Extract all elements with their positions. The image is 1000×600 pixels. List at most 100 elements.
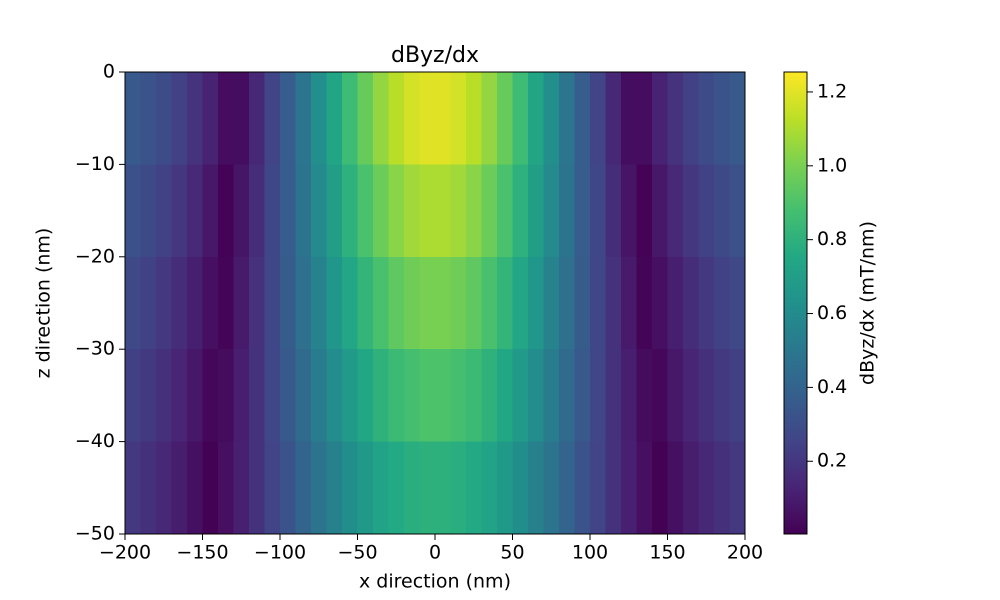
heatmap-cell <box>636 164 653 258</box>
heatmap-cell <box>264 441 281 535</box>
x-tick-label: −200 <box>99 542 151 564</box>
heatmap-cell <box>512 349 529 443</box>
heatmap-cell <box>373 72 390 165</box>
heatmap-cell <box>202 441 219 535</box>
heatmap-cell <box>450 349 467 443</box>
y-tick-label: −30 <box>75 338 115 360</box>
heatmap-cell <box>698 72 715 165</box>
heatmap-cell <box>249 349 266 443</box>
heatmap-cell <box>574 164 591 258</box>
heatmap-cell <box>311 72 328 165</box>
heatmap-cell <box>574 72 591 165</box>
heatmap-cell <box>295 72 312 165</box>
heatmap-cell <box>218 256 235 350</box>
heatmap-cell <box>295 441 312 535</box>
heatmap-cell <box>326 349 343 443</box>
heatmap-cell <box>357 349 374 443</box>
x-tick-label: 50 <box>500 542 524 564</box>
heatmap-cell <box>264 164 281 258</box>
heatmap-cell <box>140 164 157 258</box>
colorbar-tick-label: 0.8 <box>817 228 847 250</box>
heatmap-cell <box>295 349 312 443</box>
heatmap-cell <box>683 441 700 535</box>
heatmap-cell <box>264 256 281 350</box>
heatmap-cell <box>481 441 498 535</box>
y-axis-label: z direction (nm) <box>33 228 55 379</box>
heatmap-cell <box>171 349 188 443</box>
heatmap-cell <box>574 441 591 535</box>
heatmap-cell <box>729 164 746 258</box>
heatmap-cell <box>125 164 142 258</box>
heatmap-cell <box>280 72 297 165</box>
heatmap-cell <box>497 164 514 258</box>
heatmap-cell <box>698 256 715 350</box>
colorbar-tick-label: 0.6 <box>817 302 847 324</box>
heatmap-cell <box>404 256 421 350</box>
y-tick-label: −10 <box>75 153 115 175</box>
heatmap-cell <box>326 72 343 165</box>
heatmap-cell <box>605 349 622 443</box>
heatmap-cell <box>683 256 700 350</box>
heatmap-cell <box>342 256 359 350</box>
heatmap-cell <box>466 72 483 165</box>
heatmap-cell <box>543 72 560 165</box>
heatmap-cell <box>729 72 746 165</box>
heatmap-cell <box>233 72 250 165</box>
heatmap-cell <box>373 164 390 258</box>
colorbar-tick-label: 1.0 <box>817 154 847 176</box>
heatmap-cell <box>729 349 746 443</box>
heatmap-cell <box>171 441 188 535</box>
heatmap-cell <box>621 349 638 443</box>
heatmap-cell <box>621 72 638 165</box>
heatmap-cell <box>156 72 173 165</box>
heatmap-cell <box>419 349 436 443</box>
heatmap-cell <box>218 164 235 258</box>
heatmap-cell <box>466 164 483 258</box>
heatmap-cell <box>574 349 591 443</box>
heatmap-cell <box>590 72 607 165</box>
heatmap-cell <box>435 164 452 258</box>
heatmap-cell <box>342 72 359 165</box>
heatmap-cell <box>481 349 498 443</box>
heatmap-cell <box>342 349 359 443</box>
heatmap-cell <box>140 441 157 535</box>
heatmap-cell <box>156 441 173 535</box>
heatmap-cell <box>605 164 622 258</box>
heatmap-cell <box>264 72 281 165</box>
y-tick-label: 0 <box>103 61 115 83</box>
heatmap-cell <box>574 256 591 350</box>
heatmap-cell <box>373 441 390 535</box>
heatmap-cell <box>466 256 483 350</box>
heatmap-cell <box>388 256 405 350</box>
heatmap-cell <box>171 256 188 350</box>
heatmap-cell <box>280 349 297 443</box>
x-tick-label: −50 <box>337 542 377 564</box>
colorbar-tick-label: 0.4 <box>817 376 847 398</box>
x-tick-label: 0 <box>429 542 441 564</box>
heatmap-cell <box>357 256 374 350</box>
heatmap-cell <box>357 441 374 535</box>
heatmap-cell <box>528 256 545 350</box>
heatmap-cell <box>171 164 188 258</box>
heatmap-cell <box>698 349 715 443</box>
heatmap-cell <box>342 164 359 258</box>
x-tick-label: 200 <box>727 542 763 564</box>
colorbar <box>783 71 808 535</box>
heatmap-cell <box>466 441 483 535</box>
heatmap-cell <box>698 441 715 535</box>
heatmap-cell <box>140 349 157 443</box>
heatmap-cell <box>156 256 173 350</box>
heatmap-cell <box>559 72 576 165</box>
heatmap-cell <box>450 72 467 165</box>
heatmap-cell <box>543 349 560 443</box>
heatmap-cell <box>683 72 700 165</box>
heatmap-cell <box>481 164 498 258</box>
heatmap-cell <box>311 164 328 258</box>
heatmap-cell <box>125 441 142 535</box>
heatmap-cell <box>543 256 560 350</box>
x-tick-label: 100 <box>572 542 608 564</box>
colorbar-tick-label: 0.2 <box>817 450 847 472</box>
heatmap-cell <box>249 72 266 165</box>
heatmap-cell <box>419 256 436 350</box>
